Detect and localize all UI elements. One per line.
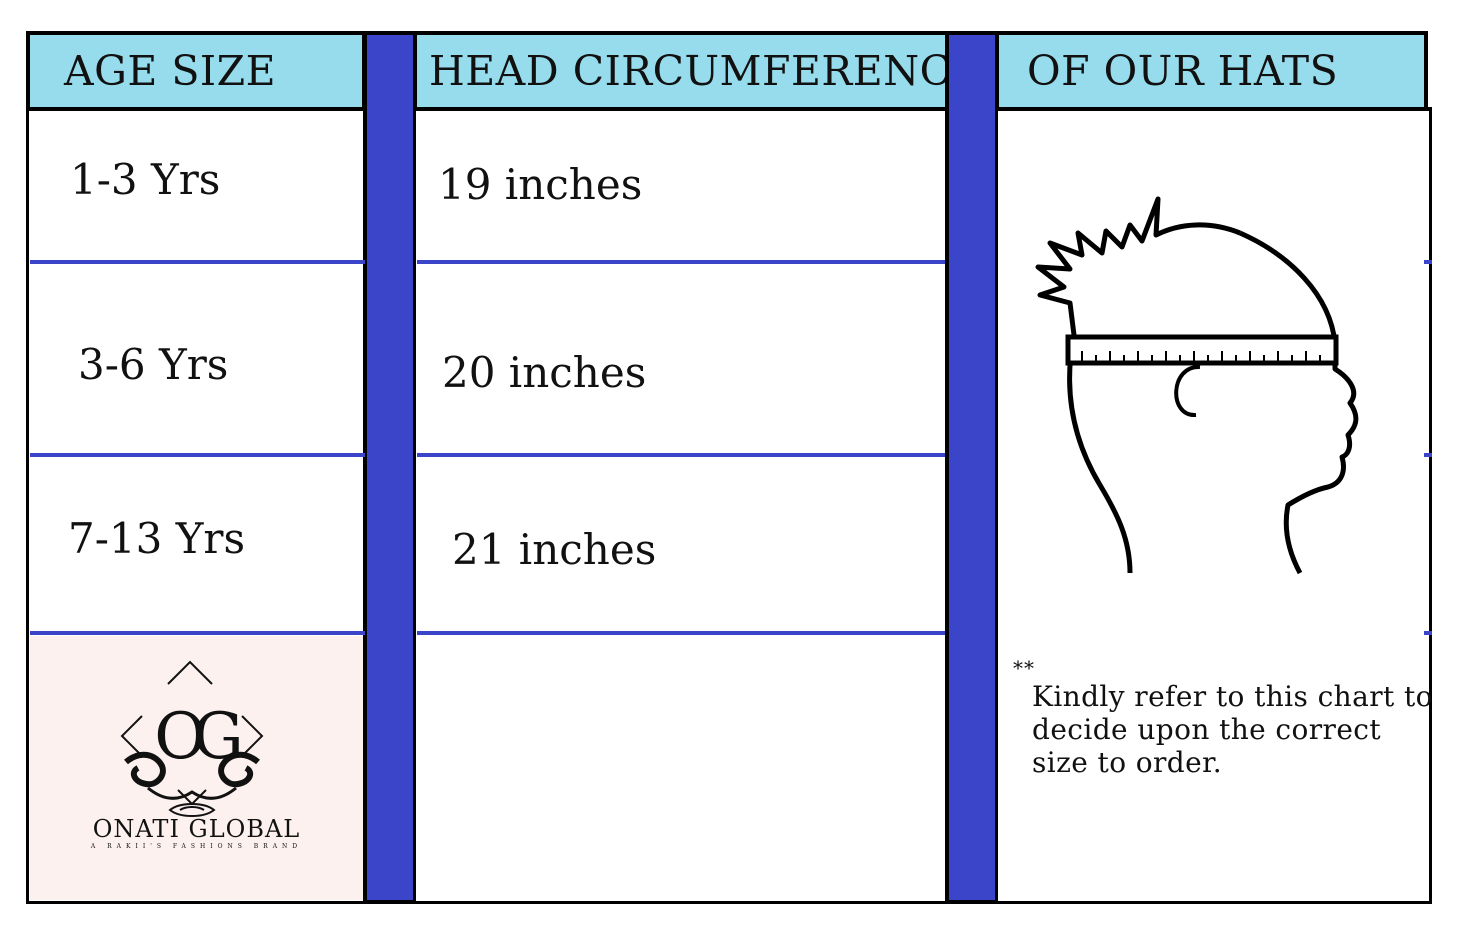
row-divider-tick [1424, 631, 1432, 635]
row-divider-tick [1424, 260, 1432, 264]
brand-name: ONATI GLOBAL [92, 815, 301, 843]
brand-tagline: A RAKII'S FASHIONS BRAND [90, 843, 303, 850]
illustration-column [995, 107, 1432, 904]
age-row-3: 7-13 Yrs [68, 514, 246, 563]
brand-logo: OG [30, 650, 363, 900]
header-age-size-label: AGE SIZE [64, 47, 277, 95]
age-row-2: 3-6 Yrs [78, 340, 229, 389]
brand-logo-cell [30, 636, 363, 900]
row-divider [417, 631, 945, 635]
row-divider [30, 631, 365, 635]
header-of-our-hats-label: OF OUR HATS [1027, 47, 1339, 95]
note-line-1: Kindly refer to this chart to [1032, 680, 1433, 713]
separator-column-2 [945, 31, 999, 904]
row-divider [417, 453, 945, 457]
note-line-3: size to order. [1032, 746, 1223, 779]
separator-column-1 [363, 31, 417, 904]
header-of-our-hats: OF OUR HATS [995, 31, 1428, 111]
head-measurement-illustration [1030, 195, 1370, 580]
circumference-column [413, 107, 951, 904]
row-divider-tick [1424, 453, 1432, 457]
note-stars: ** [1013, 656, 1035, 680]
circumference-row-3: 21 inches [452, 525, 657, 574]
age-row-1: 1-3 Yrs [70, 155, 221, 204]
row-divider [30, 260, 365, 264]
note-line-2: decide upon the correct [1032, 713, 1382, 746]
header-head-circumference: HEAD CIRCUMFERENCE [413, 31, 981, 111]
row-divider [30, 453, 365, 457]
brand-logo-mark-icon: OG [120, 660, 264, 817]
circumference-row-1: 19 inches [438, 160, 643, 209]
header-age-size: AGE SIZE [26, 31, 366, 111]
header-head-circumference-label: HEAD CIRCUMFERENCE [429, 47, 982, 95]
row-divider [417, 260, 945, 264]
circumference-row-2: 20 inches [442, 348, 647, 397]
note-text: Kindly refer to this chart to decide upo… [1032, 680, 1433, 779]
child-head-measuring-tape-icon [1035, 196, 1359, 575]
